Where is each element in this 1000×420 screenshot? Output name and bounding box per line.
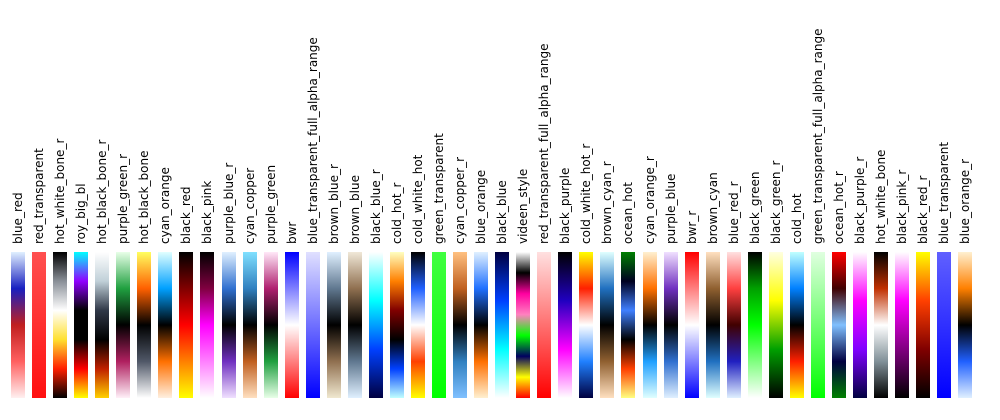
colormap-bar [789, 252, 804, 398]
colormap-name: green_transparent [432, 133, 446, 244]
colormap-bar [937, 252, 952, 398]
colormap-bar [474, 252, 489, 398]
colormap-bar [453, 252, 468, 398]
colormap-bar [958, 252, 973, 398]
colormap-name: black_pink [200, 180, 215, 244]
colormap-name: videen_style [516, 168, 531, 244]
colormap-bar [32, 252, 47, 398]
colormap-name: black_purple_r [853, 156, 867, 244]
colormap-bar [200, 252, 215, 398]
colormap-bar [284, 252, 299, 398]
colormap-name: brown_blue [347, 175, 362, 244]
colormap-bar [263, 252, 278, 398]
colormap-bar [95, 252, 110, 398]
colormap-bar [600, 252, 615, 398]
colormap-bar [663, 252, 678, 398]
colormap-name: black_red [179, 186, 194, 244]
colormap-bar [116, 252, 131, 398]
colormap-name: cold_white_hot [410, 154, 425, 244]
colormap-name: cyan_orange [158, 167, 173, 244]
colormap-bar [389, 252, 404, 398]
colormap-name: black_purple [558, 167, 573, 244]
colormap-name: red_transparent [32, 148, 47, 244]
colormap-bar [242, 252, 257, 398]
colormap-bar [621, 252, 636, 398]
colormap-bar [326, 252, 341, 398]
colormap-name: blue_orange_r [958, 158, 973, 244]
colormap-name: blue_transparent [937, 141, 952, 244]
colormap-name: blue_transparent_full_alpha_range [305, 37, 320, 244]
colormap-bar [705, 252, 720, 398]
colormap-bar [768, 252, 783, 398]
colormap-name: purple_blue [663, 173, 678, 244]
colormap-name: black_blue [495, 180, 510, 244]
colormap-name: cyan_orange_r [642, 156, 657, 244]
colormap-name: hot_black_bone [137, 150, 152, 244]
colormap-bar [642, 252, 657, 398]
colormap-name: ocean_hot [621, 182, 636, 244]
colormap-name: hot_black_bone_r [95, 139, 110, 244]
colormap-bar [558, 252, 573, 398]
colormap-bar [895, 252, 910, 398]
colormap-name: blue_orange [474, 169, 489, 244]
colormap-bar [53, 252, 68, 398]
colormap-bar [516, 252, 531, 398]
colormap-name: black_blue_r [368, 169, 383, 244]
colormap-name: black_green_r [768, 160, 783, 244]
colormap-bar [179, 252, 194, 398]
colormap-bar [158, 252, 173, 398]
colormap-name: bwr_r [684, 210, 699, 244]
colormap-name: cyan_copper_r [453, 156, 468, 244]
colormap-name: green_transparent_full_alpha_range [810, 28, 825, 245]
colormap-bar [853, 252, 867, 398]
colormap-bar [11, 252, 25, 398]
colormap-name: brown_blue_r [326, 164, 341, 244]
colormap-name: roy_big_bl [74, 183, 89, 244]
colormap-bar [537, 252, 552, 398]
colormap-bar [137, 252, 152, 398]
colormap-name: black_green [747, 171, 762, 244]
colormap-bar [221, 252, 236, 398]
colormap-bar [726, 252, 741, 398]
colormap-bar [810, 252, 825, 398]
colormap-name: black_red_r [916, 175, 931, 244]
colormap-bar [368, 252, 383, 398]
colormap-name: cyan_copper [242, 167, 257, 244]
colormap-name: brown_cyan [705, 172, 720, 244]
colormap-name: hot_white_bone_r [53, 138, 68, 244]
colormap-bar [579, 252, 594, 398]
colormap-bar [684, 252, 699, 398]
colormap-name: cold_hot_r [389, 182, 404, 244]
colormap-name: cold_white_hot_r [579, 143, 594, 244]
colormap-name: brown_cyan_r [600, 161, 615, 244]
colormap-name: hot_white_bone [874, 149, 889, 244]
colormap-bar [305, 252, 320, 398]
colormap-name: blue_red_r [726, 181, 741, 244]
colormap-name: ocean_hot_r [831, 171, 846, 244]
colormap-bar [747, 252, 762, 398]
colormap-name: red_transparent_full_alpha_range [537, 43, 552, 244]
colormap-bar [831, 252, 846, 398]
colormap-name: purple_blue_r [221, 162, 236, 244]
colormap-name: cold_hot [789, 193, 804, 244]
colormap-name: purple_green [263, 164, 278, 244]
colormap-bar [74, 252, 89, 398]
colormap-bar [495, 252, 510, 398]
colormap-name: black_pink_r [895, 169, 910, 244]
colormap-bar [874, 252, 889, 398]
colormap-bar [916, 252, 931, 398]
colormap-name: purple_green_r [116, 153, 131, 244]
colormap-bar [410, 252, 425, 398]
colormap-name: bwr [284, 221, 299, 244]
colormap-bar [347, 252, 362, 398]
colormap-name: blue_red [11, 192, 25, 244]
colormap-bar [432, 252, 446, 398]
